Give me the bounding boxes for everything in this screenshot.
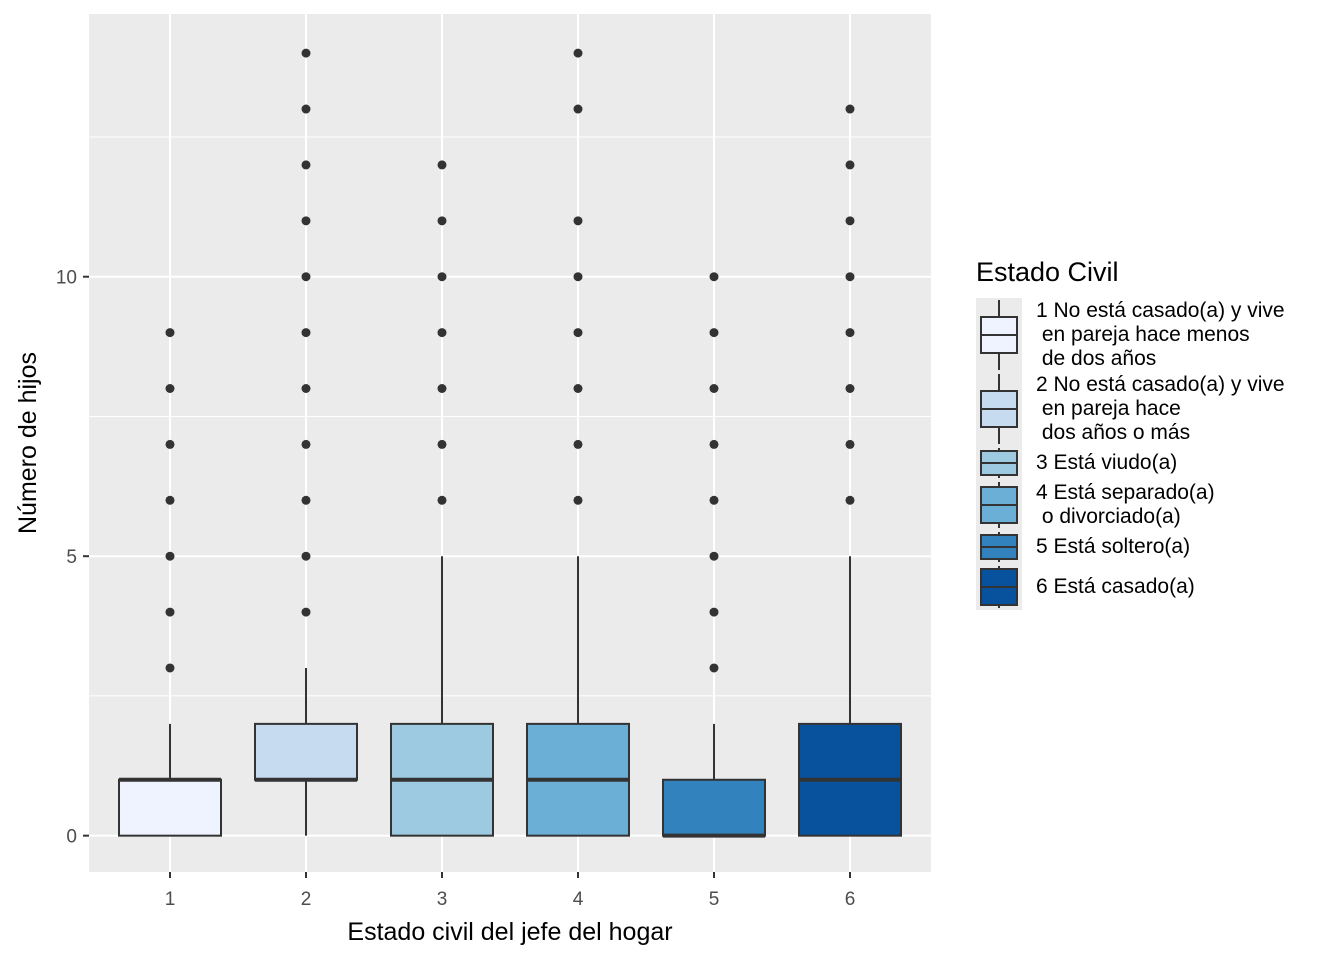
legend-label: 3 Está viudo(a) bbox=[1036, 451, 1177, 474]
box-group-1 bbox=[118, 328, 222, 837]
legend-label-line: 5 Está soltero(a) bbox=[1036, 535, 1190, 558]
outlier-point bbox=[437, 384, 447, 394]
box-iqr bbox=[118, 778, 222, 837]
legend-label-line: 1 No está casado(a) y vive bbox=[1036, 299, 1285, 322]
y-tick-label: 5 bbox=[66, 547, 77, 568]
outlier-point bbox=[573, 104, 583, 114]
legend-label-line: 3 Está viudo(a) bbox=[1036, 451, 1177, 474]
legend-entry-4: 4 Está separado(a) o divorciado(a) bbox=[980, 481, 1215, 528]
outlier-point bbox=[165, 551, 175, 561]
outlier-point bbox=[437, 328, 447, 338]
outlier-point bbox=[709, 439, 719, 449]
outlier-point bbox=[709, 495, 719, 505]
outlier-point bbox=[709, 328, 719, 338]
outlier-point bbox=[301, 104, 311, 114]
outlier-point bbox=[301, 607, 311, 617]
box-iqr bbox=[254, 722, 358, 781]
box-group-3 bbox=[390, 160, 494, 837]
outlier-point bbox=[301, 160, 311, 170]
x-tick-label: 4 bbox=[573, 889, 584, 910]
plot-panel bbox=[89, 14, 931, 872]
outlier-point bbox=[709, 607, 719, 617]
legend-label-line: 4 Está separado(a) bbox=[1036, 481, 1215, 504]
box-group-5 bbox=[662, 272, 766, 838]
axes: 0 5 10 1 2 3 4 5 6 bbox=[56, 268, 855, 910]
outlier-point bbox=[165, 439, 175, 449]
outlier-point bbox=[573, 384, 583, 394]
outlier-point bbox=[301, 495, 311, 505]
outlier-point bbox=[573, 495, 583, 505]
outlier-point bbox=[573, 48, 583, 58]
legend-title: Estado Civil bbox=[976, 257, 1119, 287]
x-tick-label: 1 bbox=[165, 889, 176, 910]
outlier-point bbox=[301, 551, 311, 561]
legend-entry-1: 1 No está casado(a) y vive en pareja hac… bbox=[980, 299, 1285, 370]
outlier-point bbox=[845, 160, 855, 170]
legend-entry-3: 3 Está viudo(a) bbox=[980, 448, 1177, 478]
legend-label-line: en pareja hace bbox=[1036, 397, 1181, 420]
outlier-point bbox=[573, 216, 583, 226]
legend: Estado Civil 1 No está casado(a) y vive … bbox=[976, 257, 1285, 610]
outlier-point bbox=[845, 495, 855, 505]
legend-entry-6: 6 Está casado(a) bbox=[980, 566, 1195, 608]
x-tick-label: 6 bbox=[845, 889, 856, 910]
outlier-point bbox=[573, 272, 583, 282]
x-tick-label: 5 bbox=[709, 889, 720, 910]
legend-label-line: de dos años bbox=[1036, 347, 1156, 370]
legend-label-line: dos años o más bbox=[1036, 421, 1190, 444]
outlier-point bbox=[301, 384, 311, 394]
legend-label: 5 Está soltero(a) bbox=[1036, 535, 1190, 558]
boxes-layer bbox=[118, 48, 902, 838]
y-tick-label: 10 bbox=[56, 268, 77, 289]
x-axis-title: Estado civil del jefe del hogar bbox=[347, 918, 672, 946]
outlier-point bbox=[573, 439, 583, 449]
outlier-point bbox=[437, 439, 447, 449]
outlier-point bbox=[845, 272, 855, 282]
outlier-point bbox=[301, 328, 311, 338]
outlier-point bbox=[845, 328, 855, 338]
outlier-point bbox=[845, 216, 855, 226]
outlier-point bbox=[301, 48, 311, 58]
outlier-point bbox=[573, 328, 583, 338]
box-group-4 bbox=[526, 48, 630, 837]
legend-label: 2 No está casado(a) y vive en pareja hac… bbox=[1036, 373, 1285, 444]
outlier-point bbox=[709, 272, 719, 282]
y-tick-label: 0 bbox=[66, 827, 77, 848]
outlier-point bbox=[165, 495, 175, 505]
outlier-point bbox=[437, 160, 447, 170]
outlier-point bbox=[845, 439, 855, 449]
x-tick-label: 3 bbox=[437, 889, 448, 910]
box-group-6 bbox=[798, 104, 902, 837]
outlier-point bbox=[709, 551, 719, 561]
outlier-point bbox=[437, 495, 447, 505]
legend-entry-2: 2 No está casado(a) y vive en pareja hac… bbox=[980, 373, 1285, 444]
legend-label-line: en pareja hace menos bbox=[1036, 323, 1250, 346]
legend-label: 1 No está casado(a) y vive en pareja hac… bbox=[1036, 299, 1285, 370]
outlier-point bbox=[165, 384, 175, 394]
outlier-point bbox=[165, 328, 175, 338]
outlier-point bbox=[301, 272, 311, 282]
y-axis-title: Número de hijos bbox=[14, 352, 42, 534]
box-iqr bbox=[662, 778, 766, 837]
outlier-point bbox=[845, 104, 855, 114]
legend-label: 4 Está separado(a) o divorciado(a) bbox=[1036, 481, 1215, 528]
outlier-point bbox=[437, 272, 447, 282]
outlier-point bbox=[845, 384, 855, 394]
outlier-point bbox=[165, 663, 175, 673]
outlier-point bbox=[437, 216, 447, 226]
legend-label-line: o divorciado(a) bbox=[1036, 505, 1181, 528]
outlier-point bbox=[709, 663, 719, 673]
x-tick-label: 2 bbox=[301, 889, 312, 910]
legend-entry-5: 5 Está soltero(a) bbox=[980, 532, 1190, 562]
legend-label-line: 6 Está casado(a) bbox=[1036, 575, 1195, 598]
outlier-point bbox=[301, 216, 311, 226]
legend-label: 6 Está casado(a) bbox=[1036, 575, 1195, 598]
outlier-point bbox=[301, 439, 311, 449]
outlier-point bbox=[165, 607, 175, 617]
box-group-2 bbox=[254, 48, 358, 836]
outlier-point bbox=[709, 384, 719, 394]
legend-label-line: 2 No está casado(a) y vive bbox=[1036, 373, 1285, 396]
